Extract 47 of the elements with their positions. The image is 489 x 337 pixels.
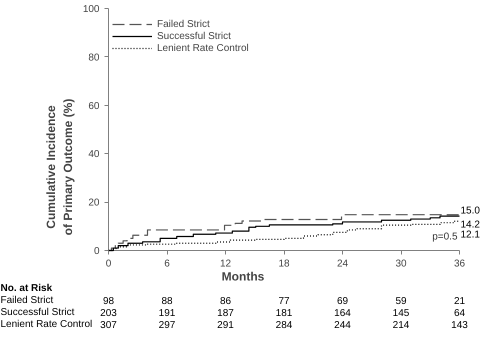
text: 187 bbox=[217, 308, 234, 319]
y-tick-label: 60 bbox=[88, 100, 100, 112]
legend-label: Successful Strict bbox=[157, 30, 231, 42]
text: 164 bbox=[334, 308, 352, 319]
x-axis-title: Months bbox=[222, 270, 265, 284]
x-tick-label: 30 bbox=[395, 258, 407, 270]
text: 191 bbox=[158, 308, 176, 319]
y-tick-label: 40 bbox=[88, 149, 100, 160]
text: 64 bbox=[454, 308, 466, 319]
y-tick-label: 0 bbox=[94, 246, 100, 257]
x-tick-label: 36 bbox=[454, 258, 466, 270]
data-label: 15.0 bbox=[460, 206, 480, 217]
text: Successful Strict bbox=[0, 307, 75, 318]
legend-label: Failed Strict bbox=[157, 18, 210, 30]
text: 77 bbox=[278, 296, 290, 307]
legend-label: Lenient Rate Control bbox=[157, 42, 249, 54]
annotation: p=0.5 bbox=[432, 232, 458, 242]
text: 203 bbox=[100, 308, 118, 319]
text: Failed Strict bbox=[0, 295, 54, 306]
y-axis-title: Cumulative Incidence of Primary Outcome (%) bbox=[44, 98, 75, 236]
x-tick-label: 0 bbox=[106, 258, 112, 270]
x-tick-label: 18 bbox=[278, 258, 290, 270]
data-label: 12.1 bbox=[460, 230, 480, 241]
text: 181 bbox=[276, 308, 293, 319]
text: 86 bbox=[220, 296, 232, 307]
y-tick-label: 20 bbox=[88, 198, 100, 209]
x-tick-label: 12 bbox=[220, 258, 232, 270]
text: 21 bbox=[454, 296, 466, 307]
text: 284 bbox=[276, 320, 293, 331]
x-tick-label: 24 bbox=[336, 258, 348, 270]
text: Lenient Rate Control bbox=[0, 319, 92, 330]
y-tick-label: 80 bbox=[88, 52, 100, 64]
text: 307 bbox=[100, 320, 118, 331]
text: No. at Risk bbox=[0, 283, 53, 294]
text: 143 bbox=[451, 320, 468, 331]
x-tick-label: 6 bbox=[164, 258, 170, 270]
data-label: 14.2 bbox=[460, 220, 480, 231]
text: 98 bbox=[102, 296, 114, 307]
text: 59 bbox=[395, 296, 407, 307]
text: 244 bbox=[334, 320, 352, 331]
text: 69 bbox=[336, 296, 348, 307]
text: 297 bbox=[158, 320, 176, 331]
text: 88 bbox=[161, 296, 173, 307]
text: 214 bbox=[392, 320, 410, 331]
text: 291 bbox=[217, 320, 234, 331]
text: 145 bbox=[392, 308, 410, 319]
y-tick-label: 100 bbox=[82, 4, 100, 15]
